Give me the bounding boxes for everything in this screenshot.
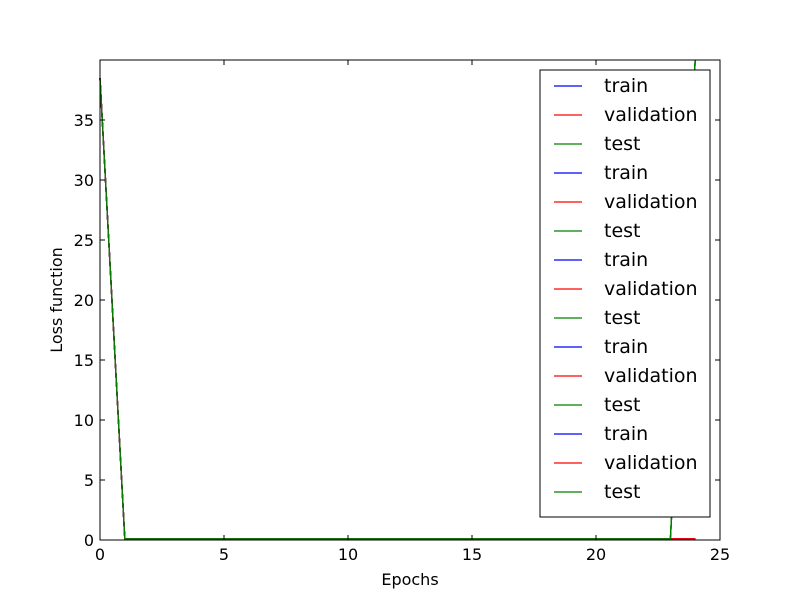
x-axis-title: Epochs bbox=[381, 570, 438, 589]
legend-label-validation: validation bbox=[604, 452, 698, 474]
y-tick-label: 35 bbox=[74, 111, 94, 130]
legend-label-test: test bbox=[604, 133, 641, 155]
y-axis-title: Loss function bbox=[47, 247, 66, 353]
x-tick-label: 10 bbox=[338, 545, 358, 564]
y-tick-label: 10 bbox=[74, 411, 94, 430]
y-tick-label: 0 bbox=[84, 531, 94, 550]
legend-label-validation: validation bbox=[604, 365, 698, 387]
legend-label-validation: validation bbox=[604, 191, 698, 213]
legend-label-validation: validation bbox=[604, 278, 698, 300]
legend-label-test: test bbox=[604, 307, 641, 329]
x-tick-label: 20 bbox=[586, 545, 606, 564]
legend-label-train: train bbox=[604, 249, 648, 271]
y-tick-label: 5 bbox=[84, 471, 94, 490]
legend-label-train: train bbox=[604, 336, 648, 358]
axes-layer: 0 5 10 15 20 25 0 5 10 15 20 25 30 35 bbox=[74, 59, 730, 564]
legend-label-train: train bbox=[604, 75, 648, 97]
legend-label-test: test bbox=[604, 220, 641, 242]
legend-label-test: test bbox=[604, 481, 641, 503]
y-tick-label: 30 bbox=[74, 171, 94, 190]
y-tick-label: 20 bbox=[74, 291, 94, 310]
x-tick-label: 25 bbox=[710, 545, 730, 564]
y-tick-label: 25 bbox=[74, 231, 94, 250]
legend-label-validation: validation bbox=[604, 104, 698, 126]
x-tick-label: 15 bbox=[462, 545, 482, 564]
y-tick-label: 15 bbox=[74, 351, 94, 370]
legend: train validation test train validation test tr… bbox=[539, 69, 711, 518]
x-tick-label: 0 bbox=[95, 545, 105, 564]
legend-label-train: train bbox=[604, 423, 648, 445]
x-tick-label: 5 bbox=[219, 545, 229, 564]
legend-label-test: test bbox=[604, 394, 641, 416]
legend-label-train: train bbox=[604, 162, 648, 184]
